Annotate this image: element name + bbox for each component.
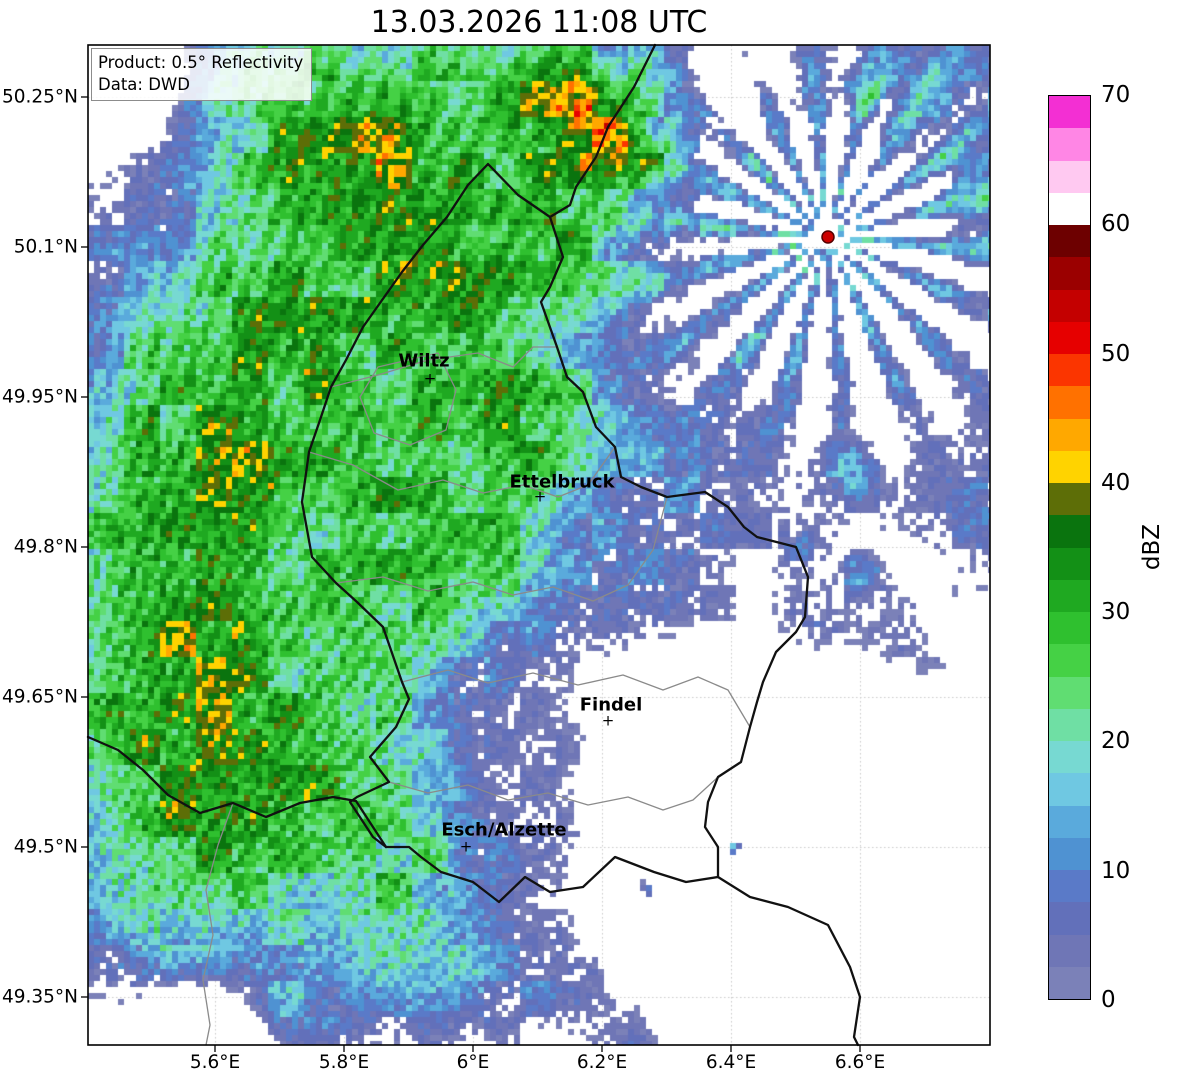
data-source-line: Data: DWD xyxy=(98,74,190,94)
colorbar-segment xyxy=(1049,354,1090,387)
country-border xyxy=(384,845,720,904)
colorbar-tick-label: 0 xyxy=(1101,987,1116,1013)
colorbar-segment xyxy=(1049,966,1090,999)
colorbar-segment xyxy=(1049,547,1090,580)
plot-frame xyxy=(87,44,991,1046)
district-border xyxy=(330,346,558,388)
map-plot: Product: 0.5° Reflectivity Data: DWD Wil… xyxy=(81,43,991,1052)
colorbar-tick-label: 50 xyxy=(1101,340,1131,367)
district-border xyxy=(401,669,751,728)
colorbar-segment xyxy=(1049,934,1090,967)
city-label: Wiltz xyxy=(398,350,450,372)
colorbar-segment xyxy=(1049,644,1090,677)
colorbar-segment xyxy=(1049,450,1090,483)
y-tick-label: 49.5°N xyxy=(13,836,78,858)
colorbar-segment xyxy=(1049,96,1090,129)
colorbar-segment xyxy=(1049,128,1090,161)
colorbar-segment xyxy=(1049,805,1090,838)
country-border xyxy=(548,43,657,219)
colorbar-tick-label: 10 xyxy=(1101,857,1131,884)
colorbar-tick-label: 40 xyxy=(1101,469,1131,496)
country-border xyxy=(86,735,388,849)
radar-site-marker xyxy=(821,230,835,244)
colorbar-segment xyxy=(1049,483,1090,516)
colorbar-tick-label: 70 xyxy=(1101,82,1131,108)
country-border xyxy=(716,875,862,1047)
colorbar xyxy=(1048,95,1091,1000)
y-tick-label: 49.8°N xyxy=(13,536,78,558)
city-marker-icon: + xyxy=(601,711,615,730)
colorbar-segment xyxy=(1049,160,1090,193)
colorbar-segment xyxy=(1049,289,1090,322)
district-border xyxy=(335,496,668,602)
x-tick-label: 6°E xyxy=(456,1052,490,1073)
colorbar-segment xyxy=(1049,321,1090,354)
city-label: Esch/Alzette xyxy=(441,819,567,841)
x-tick-label: 6.2°E xyxy=(576,1052,628,1073)
colorbar-segment xyxy=(1049,773,1090,806)
colorbar-segment xyxy=(1049,612,1090,645)
x-tick-label: 6.4°E xyxy=(705,1052,757,1073)
y-tick-label: 49.65°N xyxy=(1,686,78,708)
city-markers: Wiltz + Ettelbruck + Findel + Esch/Alzette + xyxy=(88,45,990,1045)
city-marker-icon: + xyxy=(423,369,437,388)
district-border xyxy=(388,776,719,811)
district-border xyxy=(202,802,234,1046)
colorbar-segment xyxy=(1049,902,1090,935)
product-line: Product: 0.5° Reflectivity xyxy=(98,53,304,72)
radar-canvas xyxy=(88,45,990,1045)
figure-title: 13.03.2026 11:08 UTC xyxy=(370,5,708,40)
colorbar-segment xyxy=(1049,870,1090,903)
colorbar-segment xyxy=(1049,837,1090,870)
y-tick-label: 49.95°N xyxy=(1,386,78,408)
y-tick-label: 49.35°N xyxy=(1,986,78,1008)
colorbar-tick-label: 30 xyxy=(1101,599,1131,626)
colorbar-segment xyxy=(1049,708,1090,741)
district-border xyxy=(308,446,616,498)
x-tick-label: 6.6°E xyxy=(834,1052,886,1073)
colorbar-tick-label: 60 xyxy=(1101,211,1131,238)
city-marker-icon: + xyxy=(533,487,547,506)
city-label: Ettelbruck xyxy=(509,471,615,493)
colorbar-tick-label: 20 xyxy=(1101,728,1131,755)
colorbar-segment xyxy=(1049,386,1090,419)
colorbar-segment xyxy=(1049,676,1090,709)
map-overlay xyxy=(81,43,991,1052)
colorbar-segment xyxy=(1049,192,1090,225)
y-tick-label: 50.25°N xyxy=(1,86,78,108)
colorbar-segment xyxy=(1049,225,1090,258)
country-border xyxy=(539,215,810,879)
colorbar-segment xyxy=(1049,418,1090,451)
product-info-box: Product: 0.5° Reflectivity Data: DWD xyxy=(91,48,313,101)
colorbar-segment xyxy=(1049,257,1090,290)
district-border xyxy=(359,352,457,446)
y-tick-label: 50.1°N xyxy=(13,236,78,258)
x-tick-label: 5.8°E xyxy=(318,1052,370,1073)
colorbar-segment xyxy=(1049,579,1090,612)
colorbar-unit-label: dBZ xyxy=(1139,523,1165,571)
colorbar-segment xyxy=(1049,741,1090,774)
x-tick-label: 5.6°E xyxy=(189,1052,241,1073)
colorbar-segment xyxy=(1049,515,1090,548)
city-marker-icon: + xyxy=(459,837,473,856)
city-label: Findel xyxy=(579,694,643,716)
country-border xyxy=(300,162,552,849)
